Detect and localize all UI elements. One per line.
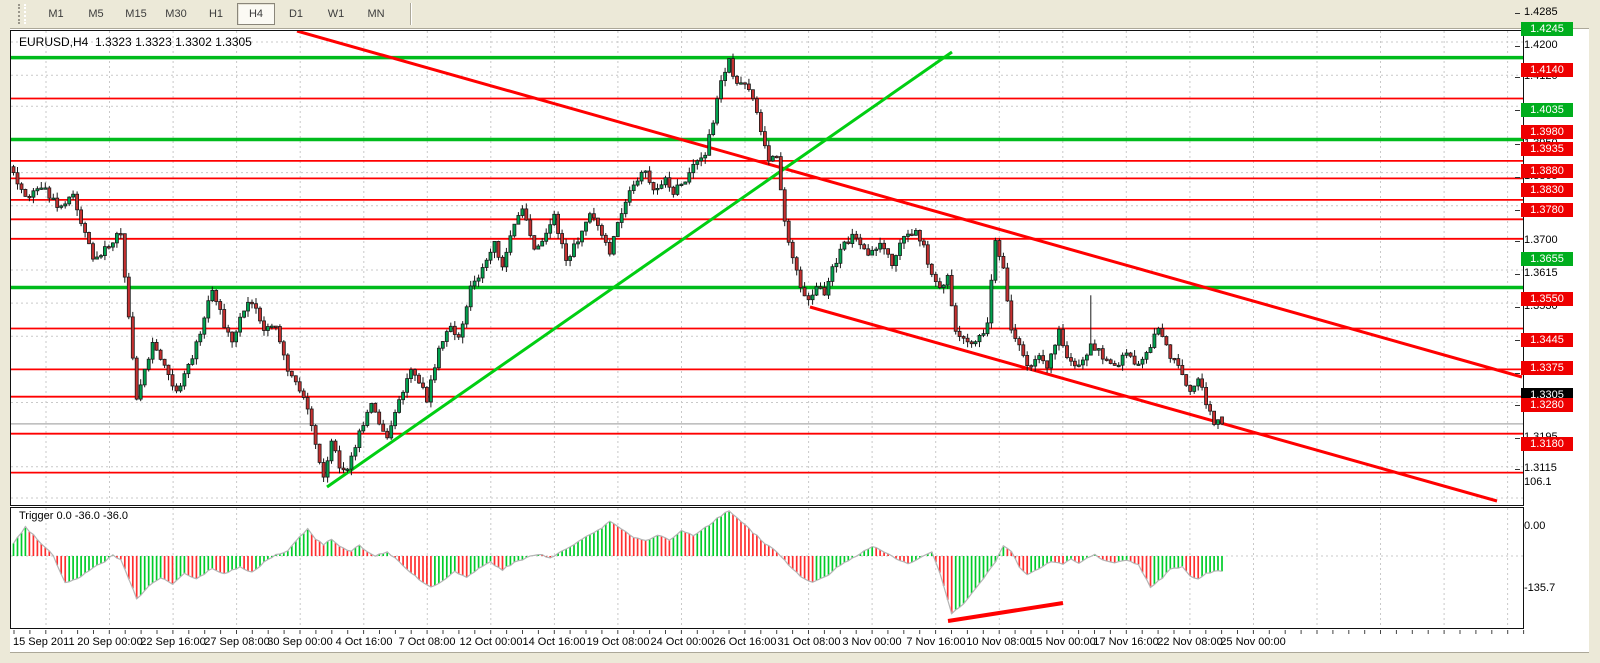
timeframe-button-w1[interactable]: W1 [327, 8, 345, 20]
indicator-label: Trigger 0.0 -36.0 -36.0 [19, 510, 129, 522]
timeframes-toolbar: M1 M5 M15 M30 H1 H4 D1 W1 MN [10, 0, 1589, 29]
level-price-badge: 1.3375 [1521, 360, 1573, 375]
price-axis-tick [1515, 143, 1520, 145]
level-price-badge: 1.3880 [1521, 163, 1573, 178]
timeframe-button-m15[interactable]: M15 [125, 8, 147, 20]
time-axis[interactable]: 15 Sep 2011 20 Sep 00:00 22 Sep 16:00 27 Se… [10, 629, 1589, 652]
price-axis-label: 1.3115 [1524, 461, 1557, 474]
toolbar-grip-handle[interactable] [18, 4, 26, 24]
date-axis-label: 17 Nov 16:00 [1093, 636, 1159, 648]
indicator-scale-max: 106.1 [1524, 476, 1552, 488]
date-axis-label: 20 Sep 00:00 [77, 636, 143, 648]
price-axis-tick [1515, 46, 1520, 48]
date-axis-label: 15 Sep 2011 [13, 636, 75, 648]
date-axis-label: 4 Oct 16:00 [335, 636, 393, 648]
level-price-badge: 1.3780 [1521, 202, 1573, 217]
date-axis-label: 22 Sep 16:00 [140, 636, 206, 648]
level-price-badge: 1.3935 [1521, 142, 1573, 157]
price-axis-tick [1515, 176, 1520, 178]
level-price-badge: 1.4245 [1521, 21, 1573, 36]
candlestick-chart[interactable] [11, 31, 1523, 505]
price-axis-tick [1515, 110, 1520, 112]
date-axis-label: 22 Nov 08:00 [1157, 636, 1223, 648]
date-axis-label: 7 Nov 16:00 [906, 636, 966, 648]
time-axis-ticks [13, 630, 1525, 634]
toolbar-separator [410, 3, 411, 25]
indicator-scale-min: -135.7 [1524, 582, 1556, 594]
price-axis-tick [1515, 373, 1520, 375]
price-axis-tick [1515, 340, 1520, 342]
timeframe-button-h1[interactable]: H1 [208, 8, 224, 20]
date-axis-label: 12 Oct 00:00 [459, 636, 523, 648]
level-price-badge: 1.3180 [1521, 436, 1573, 451]
status-strip [10, 652, 1589, 663]
date-axis-label: 14 Oct 16:00 [522, 636, 586, 648]
price-axis-tick [1515, 77, 1520, 79]
price-axis-label: 1.3615 [1524, 267, 1558, 280]
level-price-badge: 1.3445 [1521, 333, 1573, 348]
date-axis-label: 30 Sep 00:00 [267, 636, 333, 648]
level-price-badge: 1.3830 [1521, 183, 1573, 198]
chart-window: EURUSD,H4 1.3323 1.3323 1.3302 1.3305 Tr… [10, 29, 1589, 663]
price-axis-tick [1515, 209, 1520, 211]
date-axis-label: 10 Nov 08:00 [966, 636, 1032, 648]
level-price-badge: 1.4140 [1521, 62, 1573, 77]
price-axis[interactable]: 106.1 0.00 -135.7 1.42851.42001.41201.40… [1514, 0, 1579, 633]
date-axis-label: 19 Oct 08:00 [586, 636, 650, 648]
timeframe-button-d1[interactable]: D1 [288, 8, 304, 20]
level-price-badge: 1.3980 [1521, 124, 1573, 139]
date-axis-label: 25 Nov 00:00 [1220, 636, 1286, 648]
date-axis-label: 31 Oct 08:00 [777, 636, 841, 648]
indicator-scale-zero: 0.00 [1524, 520, 1546, 532]
level-price-badge: 1.3280 [1521, 397, 1573, 412]
timeframe-button-mn[interactable]: MN [367, 8, 385, 20]
level-price-badge: 1.3550 [1521, 292, 1573, 307]
date-axis-label: 24 Oct 00:00 [650, 636, 714, 648]
date-axis-label: 3 Nov 00:00 [842, 636, 902, 648]
timeframe-button-m30[interactable]: M30 [165, 8, 187, 20]
level-price-badge: 1.4035 [1521, 103, 1573, 118]
price-axis-tick [1515, 468, 1520, 470]
date-axis-label: 15 Nov 00:00 [1030, 636, 1096, 648]
timeframe-button-m1[interactable]: M1 [48, 8, 64, 20]
price-axis-tick [1515, 437, 1520, 439]
chart-title: EURUSD,H4 1.3323 1.3323 1.3302 1.3305 [19, 35, 252, 49]
level-price-badge: 1.3655 [1521, 251, 1573, 266]
date-axis-label: 27 Sep 08:00 [204, 636, 270, 648]
timeframe-buttons: M1 M5 M15 M30 H1 H4 D1 W1 MN [36, 3, 396, 25]
main-chart-pane[interactable]: EURUSD,H4 1.3323 1.3323 1.3302 1.3305 [10, 30, 1524, 506]
timeframe-button-m5[interactable]: M5 [88, 8, 104, 20]
date-axis-label: 7 Oct 08:00 [398, 636, 456, 648]
price-axis-tick [1515, 404, 1520, 406]
price-axis-tick [1515, 13, 1520, 15]
price-axis-tick [1515, 241, 1520, 242]
price-axis-tick [1515, 307, 1520, 309]
price-axis-label: 1.4200 [1524, 39, 1558, 52]
date-axis-label: 26 Oct 16:00 [713, 636, 777, 648]
price-axis-label: 1.3700 [1524, 234, 1558, 246]
price-axis-label: 1.4285 [1524, 6, 1558, 19]
trigger-histogram[interactable] [11, 508, 1523, 628]
price-axis-tick [1515, 274, 1520, 276]
timeframe-button-h4[interactable]: H4 [237, 3, 275, 25]
indicator-pane[interactable]: Trigger 0.0 -36.0 -36.0 [10, 507, 1524, 629]
